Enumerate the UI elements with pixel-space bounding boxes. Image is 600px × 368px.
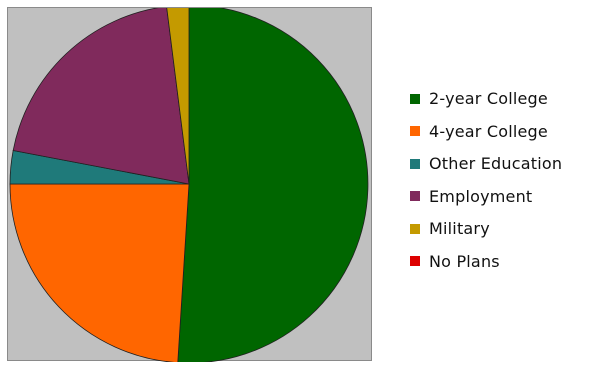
pie-slice-employment — [12, 8, 190, 185]
legend-item-military: Military — [410, 218, 562, 239]
legend-label: 2-year College — [429, 89, 548, 108]
legend-swatch-2-year-college — [410, 93, 420, 104]
legend-label: Military — [429, 219, 490, 238]
legend-item-2-year-college: 2-year College — [410, 88, 562, 109]
chart-legend: 2-year College 4-year College Other Educat… — [410, 88, 562, 283]
legend-swatch-no-plans — [410, 256, 420, 266]
legend-item-other-education: Other Education — [410, 153, 562, 174]
legend-swatch-other-education — [410, 158, 420, 169]
pie-slice-military — [166, 8, 190, 185]
pie-slice-2-year-college — [177, 8, 369, 362]
legend-label: No Plans — [429, 251, 500, 271]
pie-slice-4-year-college — [9, 183, 190, 362]
legend-label: Employment — [429, 186, 533, 206]
legend-swatch-military — [410, 223, 420, 234]
legend-swatch-4-year-college — [410, 126, 420, 136]
legend-label: Other Education — [429, 154, 563, 173]
chart-plot-area — [7, 7, 372, 362]
legend-label: 4-year College — [429, 121, 548, 141]
legend-item-employment: Employment — [410, 186, 562, 207]
legend-swatch-employment — [410, 191, 420, 201]
pie-chart — [9, 8, 369, 362]
legend-item-no-plans: No Plans — [410, 251, 562, 272]
legend-item-4-year-college: 4-year College — [410, 121, 562, 142]
